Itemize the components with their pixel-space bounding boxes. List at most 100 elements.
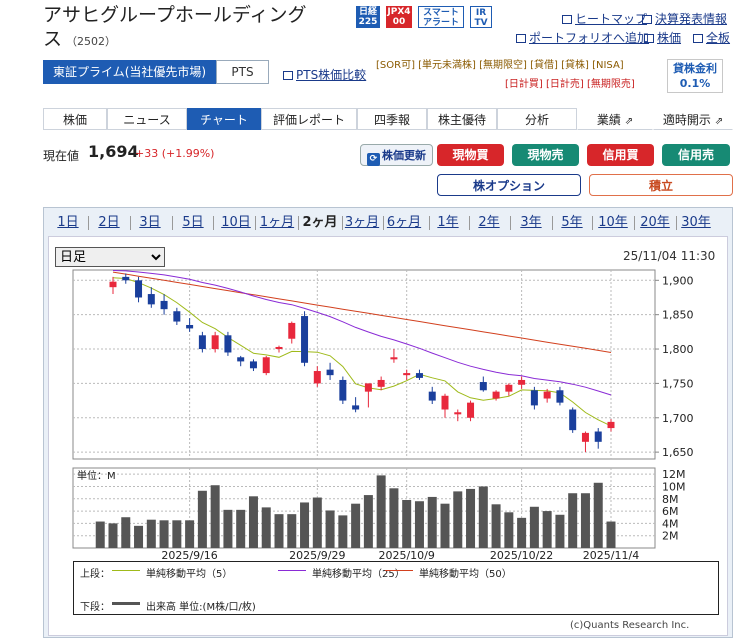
candle-body <box>594 431 602 442</box>
trade-tags-row1: [SOR可] [単元未満株] [無期限空] [貸借] [貸株] [NISA] <box>376 60 624 71</box>
stock-option-button[interactable]: 株オプション <box>437 174 581 196</box>
range-separator <box>551 216 553 230</box>
smart-alert-badge[interactable]: スマートアラート <box>418 6 464 28</box>
stock-price-link[interactable]: 株価 <box>644 29 681 46</box>
volume-bar <box>146 519 156 548</box>
chart-timestamp: 25/11/04 11:30 <box>623 249 716 263</box>
volume-bar <box>440 503 450 548</box>
ma50-swatch <box>385 570 413 571</box>
range-separator <box>634 216 635 230</box>
disclosure-link[interactable]: 決算発表情報 <box>642 10 727 27</box>
volume-bar <box>248 496 258 548</box>
copyright: (c)Quants Research Inc. <box>570 620 690 631</box>
candle-body <box>441 395 449 410</box>
pts-compare-link[interactable]: PTS株価比較 <box>283 66 366 83</box>
spot-buy-button[interactable]: 現物買 <box>437 144 504 166</box>
tab-chart[interactable]: チャート <box>187 108 261 130</box>
range-separator <box>341 216 343 230</box>
range-5[interactable]: 1ヶ月 <box>259 215 295 230</box>
refresh-button[interactable]: ⟳ 株価更新 <box>360 144 433 166</box>
candle-body <box>479 382 487 391</box>
candle-body <box>530 390 538 406</box>
candle-body <box>249 361 257 369</box>
candle-body <box>492 391 500 399</box>
legend-volume: 出来高 単位:(M株/口/枚) <box>146 602 256 613</box>
market-pts-tab[interactable]: PTS <box>216 60 269 84</box>
legend-ma50: 単純移動平均（50） <box>419 569 512 580</box>
volume-tick-label: 6M <box>662 505 679 518</box>
irtv-badge[interactable]: IR TV <box>470 6 492 28</box>
margin-buy-button[interactable]: 信用買 <box>587 144 654 166</box>
heatmap-link[interactable]: ヒートマップ <box>562 10 647 27</box>
external-link-icon: ⇗ <box>624 116 634 127</box>
range-6[interactable]: 2ヶ月 <box>302 215 338 230</box>
range-10[interactable]: 2年 <box>478 215 500 230</box>
range-7[interactable]: 3ヶ月 <box>344 215 380 230</box>
candle-body <box>275 346 283 350</box>
candle-body <box>173 311 181 322</box>
volume-bar <box>555 514 565 548</box>
nikkei225-badge[interactable]: 日経225 <box>356 6 380 28</box>
lending-rate-box[interactable]: 貸株金利 0.1% <box>667 59 723 93</box>
tab-disclosure[interactable]: 適時開示 ⇗ <box>653 108 733 130</box>
volume-bar <box>593 482 603 548</box>
volume-bar <box>568 493 578 548</box>
tab-stock-price[interactable]: 株価 <box>43 108 107 130</box>
range-15[interactable]: 30年 <box>681 215 711 230</box>
volume-bar <box>274 514 284 548</box>
range-separator <box>428 216 430 230</box>
tab-shareholder-benefits[interactable]: 株主優待 <box>427 108 497 130</box>
range-1[interactable]: 2日 <box>98 215 120 230</box>
candle-body <box>428 391 436 401</box>
volume-bar <box>134 525 144 548</box>
range-4[interactable]: 10日 <box>221 215 251 230</box>
volume-bar <box>159 520 169 548</box>
candle-body <box>607 421 615 429</box>
volume-unit-label: 単位：M <box>77 469 116 482</box>
tab-earnings[interactable]: 業績 ⇗ <box>577 108 653 130</box>
refresh-icon: ⟳ <box>367 153 380 166</box>
range-11[interactable]: 3年 <box>520 215 542 230</box>
board-link[interactable]: 全板 <box>693 29 730 46</box>
trade-tags-row2: [日計買] [日計売] [無期限売] <box>505 79 635 90</box>
range-14[interactable]: 20年 <box>640 215 670 230</box>
range-0[interactable]: 1日 <box>57 215 79 230</box>
range-9[interactable]: 1年 <box>437 215 459 230</box>
tab-news[interactable]: ニュース <box>107 108 187 130</box>
range-2[interactable]: 3日 <box>139 215 161 230</box>
volume-bar <box>210 485 220 548</box>
volume-bar <box>300 502 310 548</box>
window-icon <box>562 15 572 24</box>
range-8[interactable]: 6ヶ月 <box>386 215 422 230</box>
jpx400-badge[interactable]: JPX400 <box>386 6 412 28</box>
tab-rating-report[interactable]: 評価レポート <box>261 108 357 130</box>
calendar-icon <box>642 15 652 24</box>
spot-sell-button[interactable]: 現物売 <box>512 144 579 166</box>
range-separator <box>171 216 173 230</box>
ma5-swatch <box>112 570 140 571</box>
range-12[interactable]: 5年 <box>561 215 583 230</box>
market-primary-tab[interactable]: 東証プライム(当社優先市場) <box>43 60 216 84</box>
volume-tick-label: 12M <box>662 468 686 481</box>
volume-bar <box>427 496 437 548</box>
volume-tick-label: 10M <box>662 480 686 493</box>
price-value: 1,694 <box>88 142 139 161</box>
candle-body <box>467 402 475 418</box>
window-icon <box>693 34 703 43</box>
volume-bar <box>325 510 335 548</box>
margin-sell-button[interactable]: 信用売 <box>662 144 730 166</box>
range-separator <box>255 216 256 230</box>
tab-analysis[interactable]: 分析 <box>497 108 577 130</box>
portfolio-add-link[interactable]: ポートフォリオへ追加 <box>516 29 649 46</box>
period-select[interactable]: 日足 <box>55 247 165 267</box>
volume-tick-label: 2M <box>662 530 679 543</box>
x-tick-label: 2025/9/16 <box>161 549 217 562</box>
tab-shikiho[interactable]: 四季報 <box>357 108 427 130</box>
range-13[interactable]: 10年 <box>598 215 628 230</box>
tsumitate-button[interactable]: 積立 <box>589 174 733 196</box>
candle-body <box>301 316 309 363</box>
range-3[interactable]: 5日 <box>182 215 204 230</box>
candle-body <box>415 373 423 378</box>
price-plot-frame <box>72 269 656 460</box>
